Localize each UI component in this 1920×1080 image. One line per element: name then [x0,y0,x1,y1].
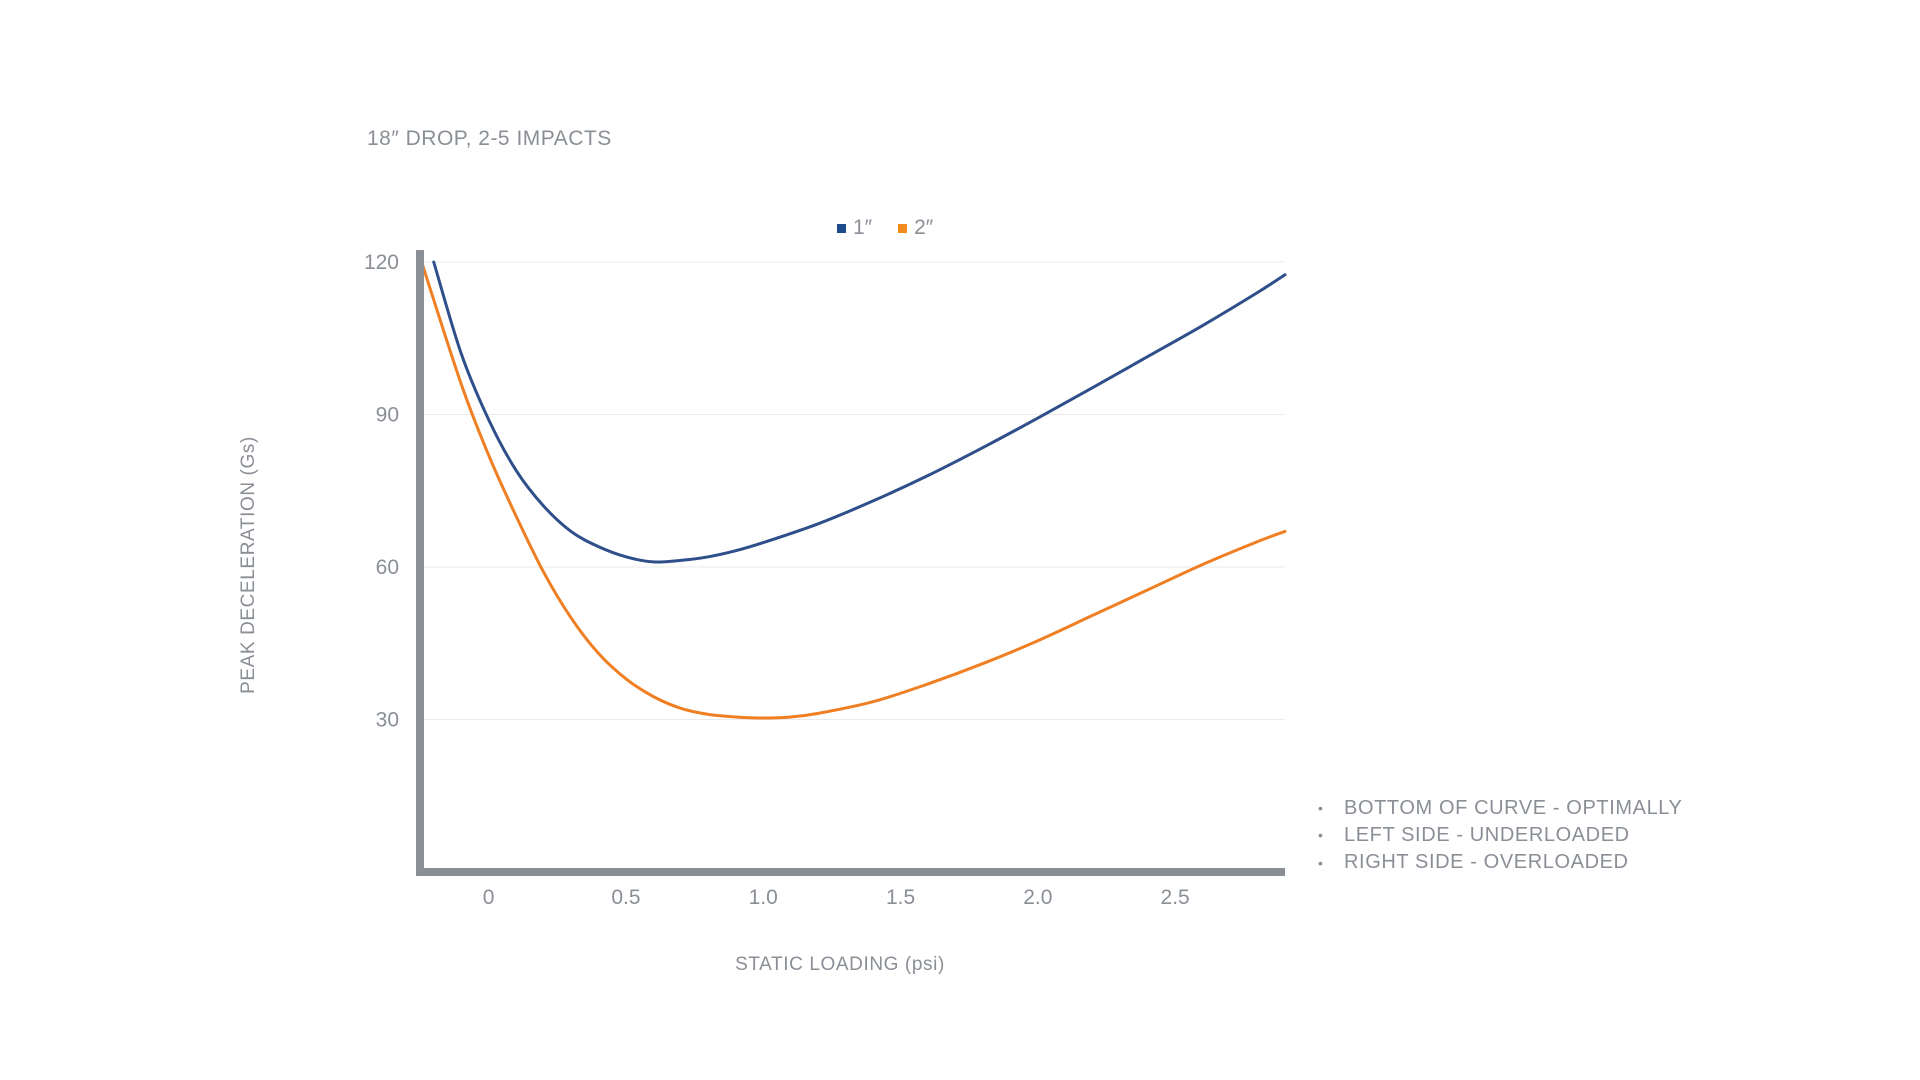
note-item: LEFT SIDE - UNDERLOADED [1318,822,1682,849]
legend-item-series-2: 2″ [898,216,933,240]
legend-label-series-1: 1″ [853,216,873,239]
y-tick-label: 60 [376,556,399,579]
x-tick-label: 2.5 [1161,886,1190,909]
x-tick-label: 2.0 [1023,886,1052,909]
note-item: RIGHT SIDE - OVERLOADED [1318,849,1682,876]
y-tick-label: 30 [376,709,399,732]
legend-label-series-2: 2″ [914,216,934,239]
x-axis-title: STATIC LOADING (psi) [735,954,945,975]
legend-swatch-series-1 [837,223,846,233]
notes-list: BOTTOM OF CURVE - OPTIMALLY LEFT SIDE - … [1318,795,1682,877]
y-tick-label: 120 [364,251,399,274]
legend-swatch-series-2 [898,223,908,233]
legend-item-series-1: 1″ [837,216,872,240]
chart-title: 18″ DROP, 2-5 IMPACTS [367,127,612,150]
x-tick-label: 1.0 [749,886,778,909]
axes [416,250,1285,876]
y-tick-label: 90 [376,404,399,427]
x-tick-label: 1.5 [886,886,915,909]
grid-lines [420,261,1285,720]
x-tick-label: 0.5 [611,886,640,909]
note-item: BOTTOM OF CURVE - OPTIMALLY [1318,795,1682,822]
series-line-2 [418,255,1287,720]
series-line-1 [432,260,1287,564]
tick-labels: 30 60 90 120 0 0.5 1.0 1.5 2.0 2.5 [364,251,1190,909]
x-tick-label: 0 [483,886,495,909]
series-lines [418,255,1287,720]
legend: 1″ 2″ [837,216,933,240]
